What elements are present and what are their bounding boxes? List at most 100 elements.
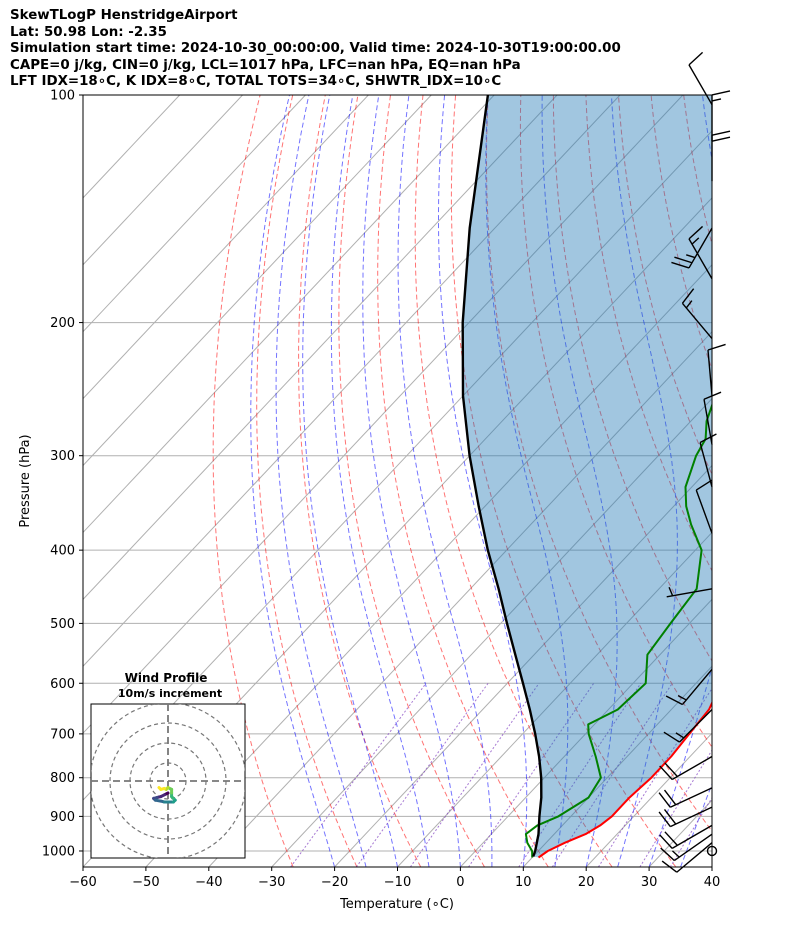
barb-full-flag <box>681 288 695 304</box>
x-tick-label: −30 <box>258 875 285 890</box>
moist-adiabat-line <box>485 95 569 867</box>
title-line-indices-2: LFT IDX=18∘C, K IDX=8∘C, TOTAL TOTS=34∘C… <box>10 74 502 90</box>
wind-barb <box>681 288 713 340</box>
barb-full-flag <box>671 261 690 269</box>
barb-full-flag <box>664 831 678 846</box>
dry-adiabat-line <box>716 95 794 867</box>
x-axis-label: Temperature (∘C) <box>339 897 454 912</box>
barb-shaft <box>703 399 713 445</box>
title-line-times: Simulation start time: 2024-10-30_00:00:… <box>10 41 621 57</box>
moist-adiabat-line <box>330 95 430 867</box>
dry-adiabat-line <box>585 95 712 572</box>
barb-full-flag <box>659 834 673 849</box>
profile-series <box>461 95 712 859</box>
x-tick-label: −20 <box>321 875 348 890</box>
y-tick-label: 600 <box>50 677 75 692</box>
barb-shaft <box>707 349 713 396</box>
x-tick-label: −50 <box>132 875 159 890</box>
wind-barb <box>707 343 726 396</box>
title-line-indices-1: CAPE=0 j/kg, CIN=0 j/kg, LCL=1017 hPa, L… <box>10 57 521 73</box>
dry-adiabat-line <box>618 95 712 476</box>
barb-half-flag <box>685 254 696 259</box>
wind-barb <box>661 842 713 873</box>
wind-barb <box>711 130 731 182</box>
wind-barb <box>711 90 731 141</box>
mixing-ratio-lines <box>290 683 712 867</box>
wind-barb <box>688 225 713 280</box>
barb-half-flag <box>711 98 722 102</box>
wind-barbs <box>658 51 731 873</box>
moist-adiabat-line <box>275 95 367 867</box>
x-tick-label: −10 <box>384 875 411 890</box>
x-tick-label: 40 <box>704 875 721 890</box>
barb-full-flag <box>661 860 678 873</box>
isotherm-line <box>83 95 306 333</box>
moist-adiabat-line <box>397 95 493 867</box>
isotherm-line <box>83 95 243 266</box>
y-tick-label: 100 <box>50 89 75 104</box>
dry-adiabat-line <box>377 95 549 867</box>
barb-full-flag <box>711 90 731 96</box>
barb-full-flag <box>707 343 726 351</box>
moist-adiabat-line <box>711 865 712 867</box>
isotherm-line <box>334 464 712 867</box>
barb-full-flag <box>660 847 675 862</box>
mixing-ratio-line <box>669 796 712 867</box>
barb-full-flag <box>658 811 671 828</box>
hodograph-inset: Wind Profile 10m/s increment <box>90 671 246 859</box>
isotherm-line <box>460 598 712 867</box>
dry-adiabat-line <box>552 95 712 662</box>
barb-shaft <box>681 302 713 340</box>
barb-half-flag <box>691 237 700 245</box>
isotherm-line <box>145 264 712 867</box>
barb-full-flag <box>711 136 731 142</box>
wind-barb <box>658 806 713 828</box>
barb-shaft <box>688 227 713 269</box>
title-line-station: SkewTLogP HenstridgeAirport <box>10 8 238 23</box>
parcel-profile-line <box>461 95 543 857</box>
wind-barb <box>659 755 713 781</box>
barb-shaft <box>688 238 713 280</box>
cape-cin-shading <box>462 95 712 858</box>
barb-full-flag <box>664 762 678 778</box>
barb-shaft <box>670 806 713 828</box>
x-axis-ticks: −60 −50 −40 −30 −20 −10 0 10 20 30 40 <box>69 867 720 890</box>
dry-adiabat-line <box>749 95 794 867</box>
barb-full-flag <box>663 789 677 806</box>
barb-full-flag <box>688 225 704 240</box>
wind-barb <box>659 824 713 849</box>
x-tick-label: 20 <box>578 875 595 890</box>
chart-title: SkewTLogP HenstridgeAirport Lat: 50.98 L… <box>10 8 621 91</box>
moist-adiabat-line <box>362 95 461 867</box>
plot-area <box>83 95 794 867</box>
barb-half-flag <box>685 300 693 309</box>
y-tick-label: 900 <box>50 810 75 825</box>
wind-barb <box>695 479 713 534</box>
barb-shaft <box>678 709 713 743</box>
isotherm-line <box>522 665 712 867</box>
isotherm-line <box>83 95 684 734</box>
cin-shaded-area <box>462 95 712 858</box>
isotherm-line <box>208 330 712 867</box>
isotherm-line <box>83 95 621 667</box>
y-axis-label: Pressure (hPa) <box>18 434 33 527</box>
mixing-ratio-line <box>597 687 712 867</box>
barb-shaft <box>688 64 713 106</box>
barb-full-flag <box>658 792 671 808</box>
x-tick-label: 10 <box>515 875 532 890</box>
mixing-ratio-line <box>639 749 712 867</box>
mixing-ratio-line <box>518 683 642 867</box>
wind-barb <box>688 51 713 106</box>
barb-full-flag <box>695 479 713 491</box>
y-axis-ticks: 100 200 300 400 500 600 700 800 900 1000 <box>42 89 83 859</box>
barb-shaft <box>676 842 713 873</box>
hodograph-subtitle: 10m/s increment <box>118 687 222 700</box>
isotherm-line <box>775 95 794 867</box>
temperature-profile-line <box>537 700 712 859</box>
barb-shaft <box>670 787 713 808</box>
dry-adiabat-line <box>298 95 422 867</box>
calm-wind-circle <box>706 845 718 857</box>
moist-adiabat-line <box>611 95 678 867</box>
barb-shaft <box>671 824 713 849</box>
